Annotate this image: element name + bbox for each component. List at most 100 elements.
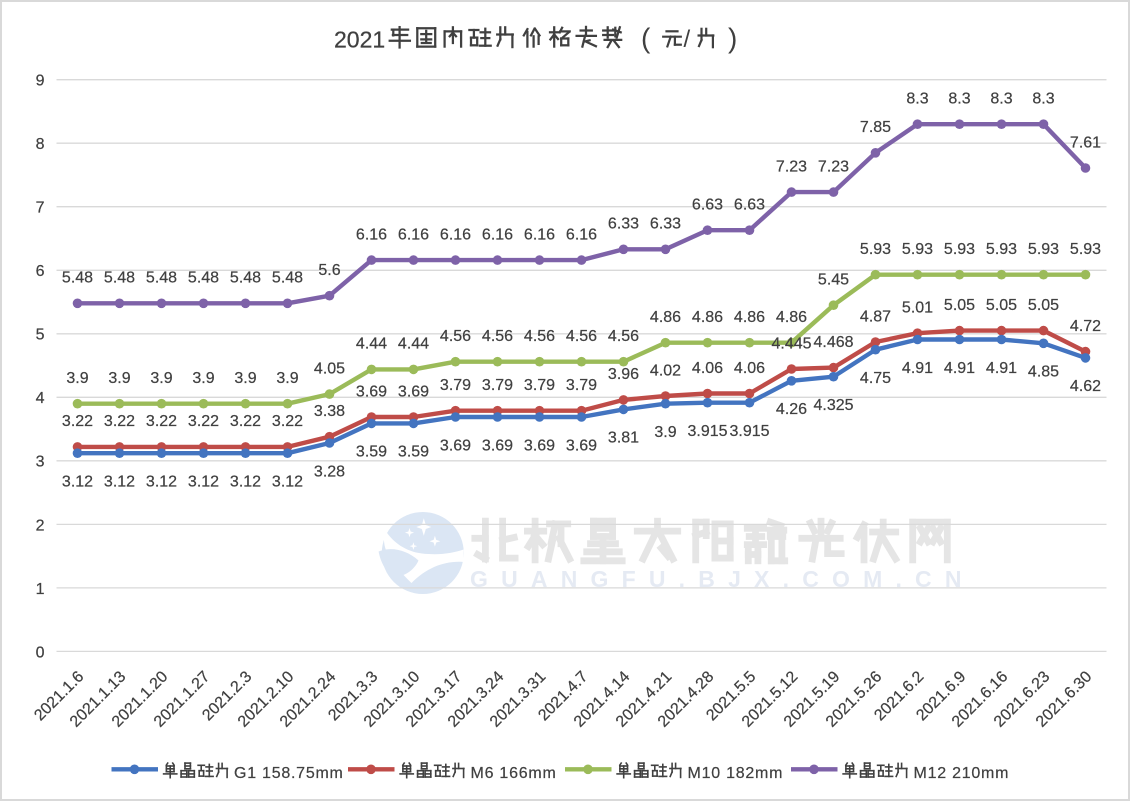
svg-text:6.16: 6.16 <box>524 226 555 243</box>
svg-text:7.85: 7.85 <box>860 119 891 136</box>
svg-text:9: 9 <box>36 73 45 90</box>
svg-text:3.915: 3.915 <box>687 423 727 440</box>
svg-text:3.38: 3.38 <box>314 403 345 420</box>
svg-text:5.05: 5.05 <box>944 297 975 314</box>
svg-text:5.05: 5.05 <box>1028 297 1059 314</box>
svg-text:4.62: 4.62 <box>1070 378 1101 395</box>
svg-text:4.02: 4.02 <box>650 362 681 379</box>
svg-text:4.56: 4.56 <box>440 328 471 345</box>
svg-text:4.86: 4.86 <box>776 309 807 326</box>
svg-text:4.325: 4.325 <box>813 397 853 414</box>
svg-text:5: 5 <box>36 327 45 344</box>
svg-text:3.69: 3.69 <box>398 383 429 400</box>
svg-text:6.33: 6.33 <box>608 216 639 233</box>
svg-text:4.445: 4.445 <box>771 335 811 352</box>
svg-text:8: 8 <box>36 136 45 153</box>
svg-text:4.56: 4.56 <box>566 328 597 345</box>
svg-text:3.96: 3.96 <box>608 366 639 383</box>
svg-text:4.468: 4.468 <box>813 334 853 351</box>
svg-text:M10 182mm: M10 182mm <box>688 765 784 782</box>
svg-text:4.05: 4.05 <box>314 360 345 377</box>
svg-text:3.22: 3.22 <box>146 413 177 430</box>
svg-text:6.16: 6.16 <box>356 226 387 243</box>
svg-text:5.93: 5.93 <box>860 241 891 258</box>
svg-text:4.56: 4.56 <box>524 328 555 345</box>
svg-text:M6 166mm: M6 166mm <box>471 765 557 782</box>
svg-text:4.86: 4.86 <box>692 309 723 326</box>
svg-text:4.56: 4.56 <box>482 328 513 345</box>
svg-text:5.45: 5.45 <box>818 272 849 289</box>
svg-text:3.22: 3.22 <box>62 413 93 430</box>
svg-text:3.69: 3.69 <box>524 437 555 454</box>
svg-text:6: 6 <box>36 263 45 280</box>
svg-text:4.86: 4.86 <box>734 309 765 326</box>
svg-text:6.16: 6.16 <box>440 226 471 243</box>
svg-text:2021: 2021 <box>334 27 385 53</box>
svg-text:4.85: 4.85 <box>1028 364 1059 381</box>
svg-text:7.23: 7.23 <box>818 158 849 175</box>
svg-text:3.59: 3.59 <box>356 444 387 461</box>
svg-text:6.16: 6.16 <box>566 226 597 243</box>
svg-text:5.01: 5.01 <box>902 300 933 317</box>
svg-text:6.16: 6.16 <box>482 226 513 243</box>
svg-text:3.79: 3.79 <box>482 377 513 394</box>
svg-text:5.93: 5.93 <box>1070 241 1101 258</box>
svg-text:6.63: 6.63 <box>734 197 765 214</box>
svg-text:1: 1 <box>36 581 45 598</box>
svg-text:8.3: 8.3 <box>906 91 928 108</box>
svg-text:3.9: 3.9 <box>234 370 256 387</box>
svg-text:3.9: 3.9 <box>150 370 172 387</box>
svg-text:G1 158.75mm: G1 158.75mm <box>234 765 344 782</box>
svg-text:3.79: 3.79 <box>440 377 471 394</box>
svg-text:3.22: 3.22 <box>188 413 219 430</box>
svg-text:4.44: 4.44 <box>398 336 429 353</box>
svg-text:6.16: 6.16 <box>398 226 429 243</box>
svg-text:3.69: 3.69 <box>566 437 597 454</box>
svg-text:3.81: 3.81 <box>608 430 639 447</box>
svg-text:4.26: 4.26 <box>776 401 807 418</box>
svg-text:6.63: 6.63 <box>692 197 723 214</box>
svg-text:(: ( <box>641 23 651 54</box>
svg-text:4.72: 4.72 <box>1070 318 1101 335</box>
svg-text:3.69: 3.69 <box>440 437 471 454</box>
svg-text:7: 7 <box>36 200 45 217</box>
svg-text:3.22: 3.22 <box>104 413 135 430</box>
svg-text:5.48: 5.48 <box>62 270 93 287</box>
svg-text:5.93: 5.93 <box>902 241 933 258</box>
svg-text:5.93: 5.93 <box>986 241 1017 258</box>
svg-text:6.33: 6.33 <box>650 216 681 233</box>
svg-text:3.22: 3.22 <box>230 413 261 430</box>
svg-text:4.87: 4.87 <box>860 308 891 325</box>
svg-text:4.06: 4.06 <box>734 360 765 377</box>
svg-text:M12 210mm: M12 210mm <box>914 765 1010 782</box>
svg-text:0: 0 <box>36 644 45 661</box>
svg-text:4.91: 4.91 <box>902 360 933 377</box>
svg-text:3.9: 3.9 <box>66 370 88 387</box>
svg-text:3.69: 3.69 <box>356 383 387 400</box>
svg-text:7.23: 7.23 <box>776 158 807 175</box>
svg-text:5.93: 5.93 <box>944 241 975 258</box>
svg-text:7.61: 7.61 <box>1070 134 1101 151</box>
svg-text:3.12: 3.12 <box>62 474 93 491</box>
svg-text:5.48: 5.48 <box>104 270 135 287</box>
svg-text:3.12: 3.12 <box>272 474 303 491</box>
svg-text:5.05: 5.05 <box>986 297 1017 314</box>
svg-text:4: 4 <box>36 390 45 407</box>
svg-text:8.3: 8.3 <box>1032 91 1054 108</box>
svg-text:3.12: 3.12 <box>104 474 135 491</box>
svg-text:4.75: 4.75 <box>860 370 891 387</box>
svg-text:4.91: 4.91 <box>944 360 975 377</box>
svg-text:5.48: 5.48 <box>230 270 261 287</box>
svg-text:3: 3 <box>36 454 45 471</box>
svg-text:8.3: 8.3 <box>990 91 1012 108</box>
svg-text:5.93: 5.93 <box>1028 241 1059 258</box>
svg-text:3.9: 3.9 <box>108 370 130 387</box>
svg-text:3.915: 3.915 <box>729 423 769 440</box>
svg-text:5.48: 5.48 <box>146 270 177 287</box>
svg-text:3.12: 3.12 <box>188 474 219 491</box>
svg-text:4.91: 4.91 <box>986 360 1017 377</box>
svg-text:2: 2 <box>36 517 45 534</box>
svg-text:3.59: 3.59 <box>398 444 429 461</box>
svg-text:3.28: 3.28 <box>314 463 345 480</box>
svg-text:3.69: 3.69 <box>482 437 513 454</box>
